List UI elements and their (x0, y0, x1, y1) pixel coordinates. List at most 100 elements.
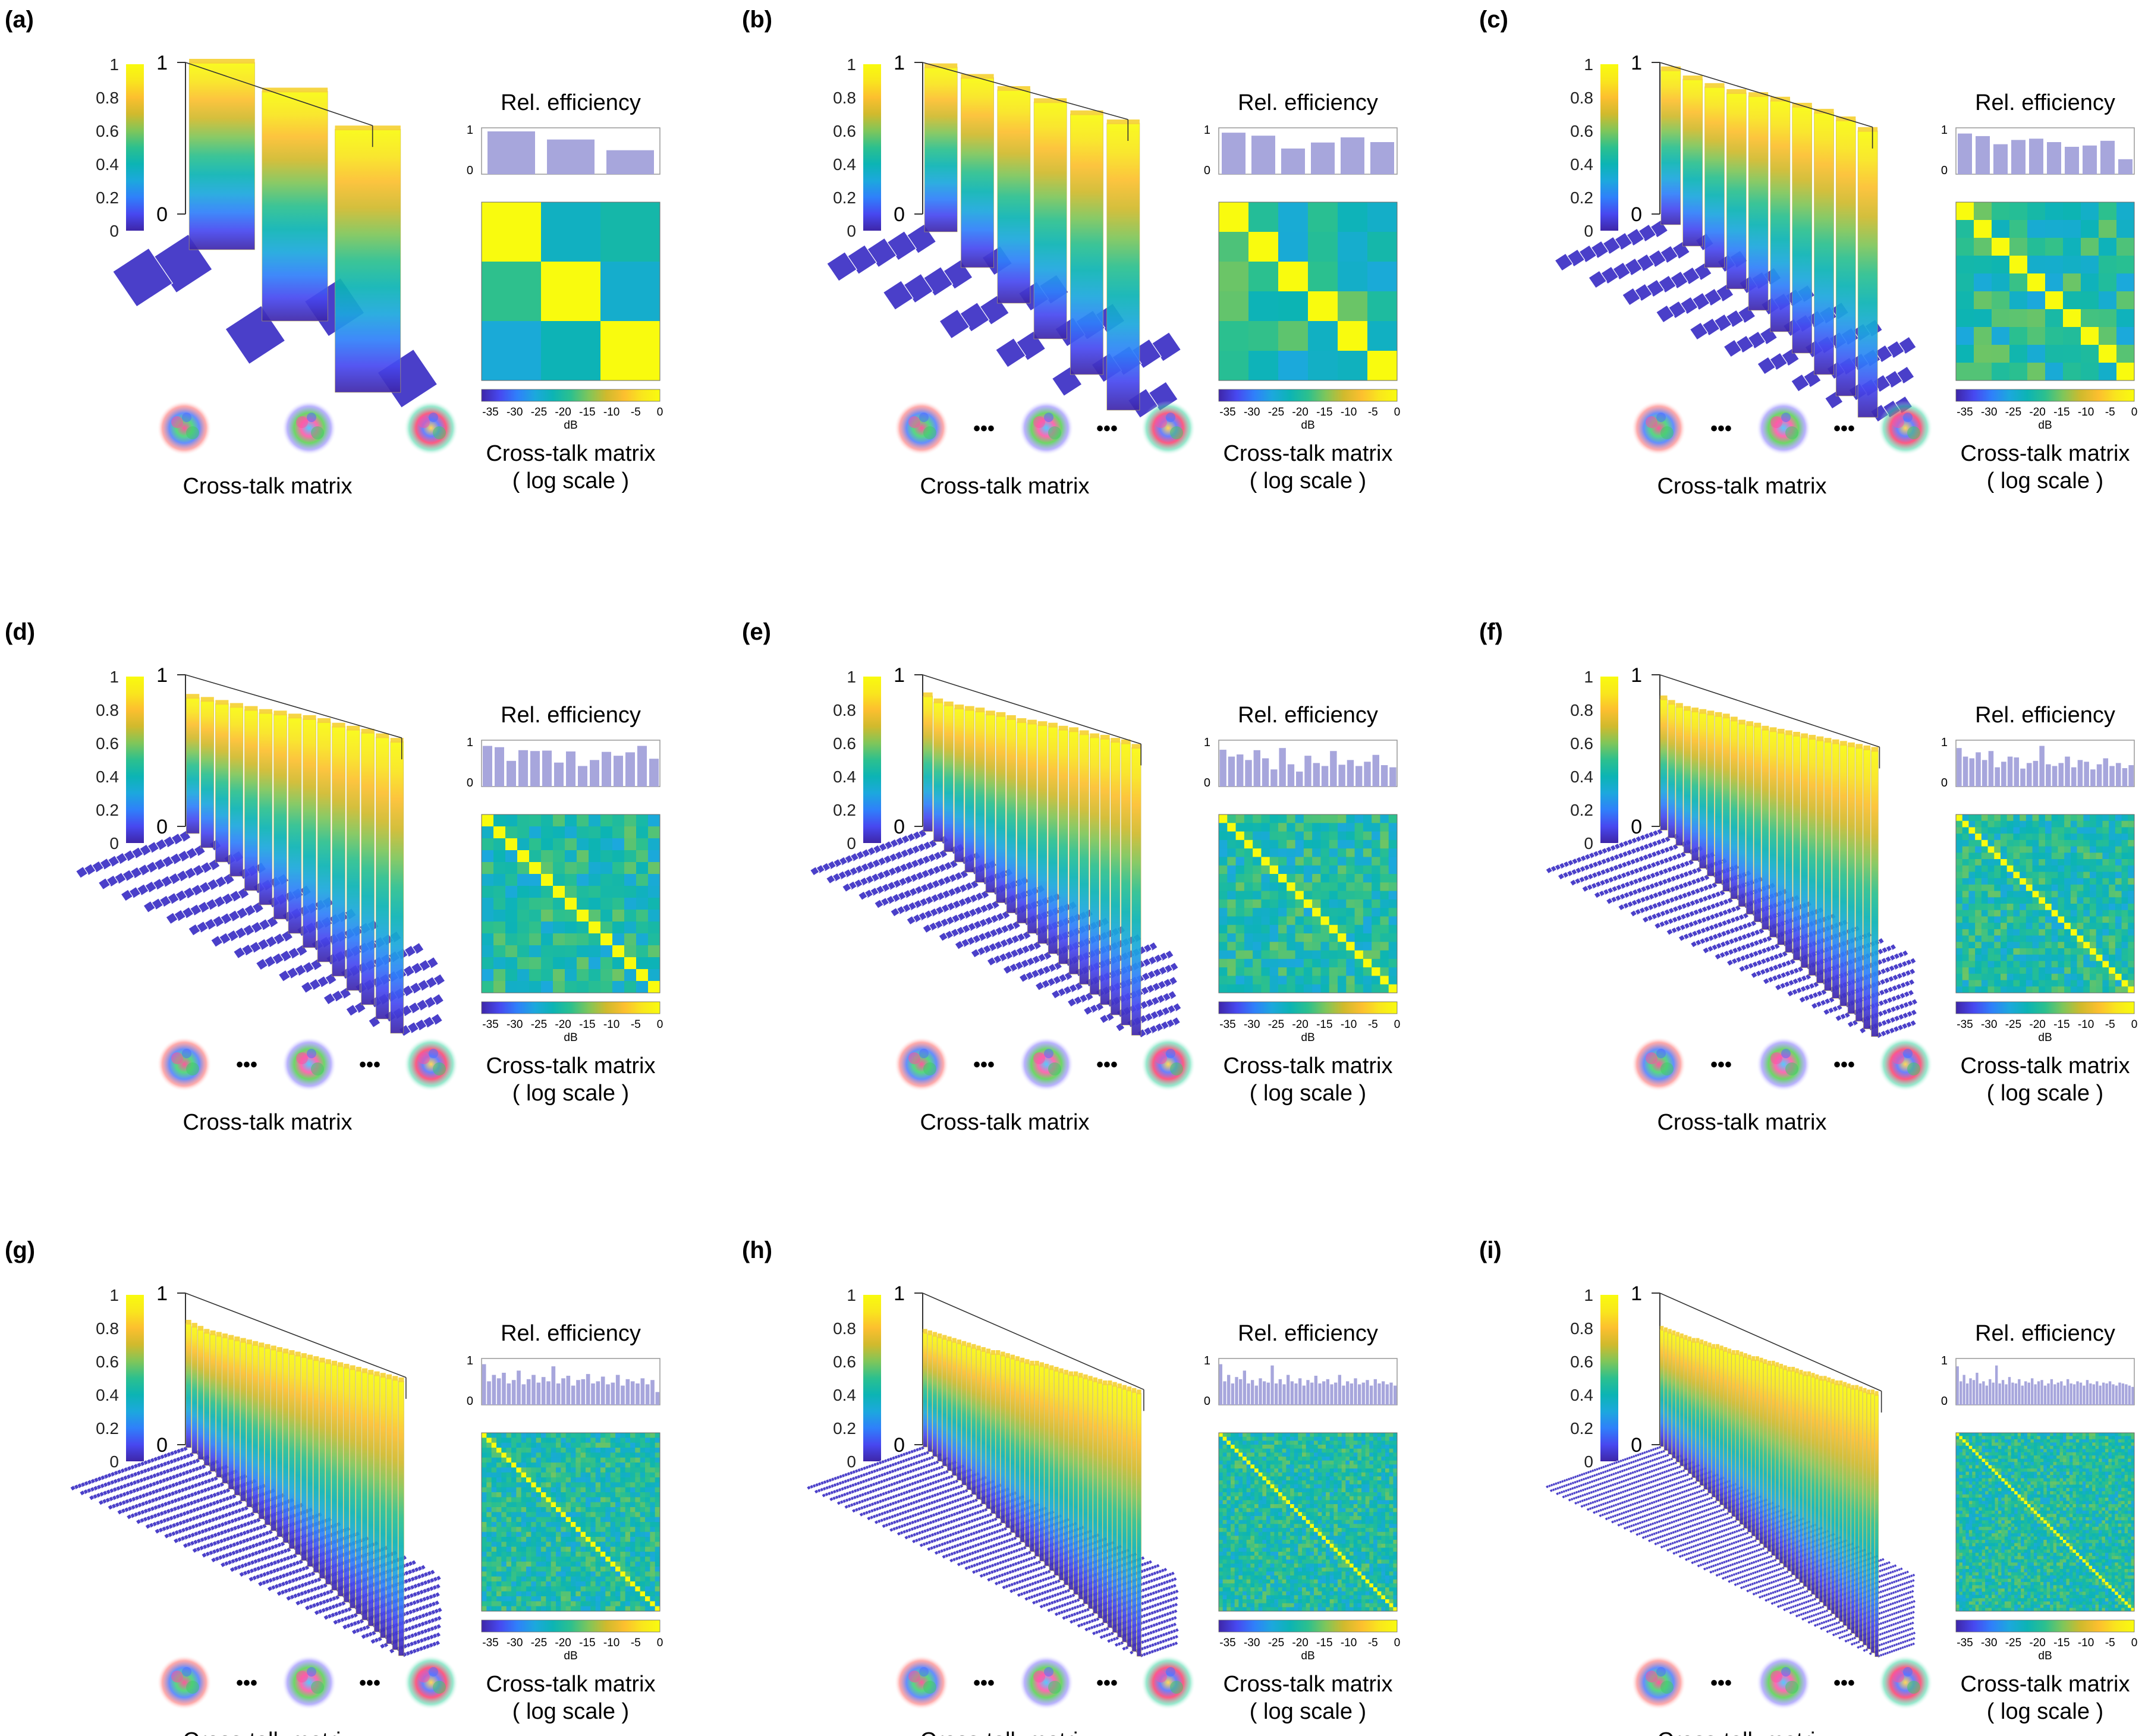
log-matrix-cell (2026, 814, 2033, 821)
log-matrix-cell (2083, 948, 2090, 955)
log-matrix-cell (1956, 834, 1962, 840)
log-matrix-cell (2081, 256, 2099, 274)
log-matrix-cell (2007, 853, 2014, 859)
log-matrix-cell (2058, 821, 2064, 828)
log-matrix-cell (1975, 878, 1982, 885)
log-matrix-cell (556, 1443, 561, 1448)
log-matrix-cell (517, 850, 530, 863)
log-matrix-cell (529, 969, 542, 982)
diagonal-bar (201, 700, 214, 848)
log-matrix-cell (2064, 904, 2071, 910)
diagonal-bar-top (201, 697, 214, 702)
log-matrix-cell (2020, 929, 2026, 936)
log-matrix-cell (566, 1433, 571, 1438)
log-matrix-cell (1227, 900, 1236, 908)
log-matrix-cell (2122, 910, 2128, 917)
diagonal-bar (1754, 727, 1761, 922)
rel-efficiency-bar (517, 1370, 521, 1405)
log-matrix-cell (1389, 857, 1398, 866)
log-matrix-cell (1968, 955, 1975, 961)
log-matrix-cell (1968, 834, 1975, 840)
log-matrix-cell (590, 1433, 596, 1438)
log-matrix-cell (655, 1452, 661, 1458)
log-matrix-cell (2007, 821, 2014, 828)
log-matrix-cell (1219, 900, 1228, 908)
log-matrix-cell (1244, 933, 1253, 942)
log-matrix-cell (2045, 923, 2052, 929)
log-matrix-cell (2033, 916, 2039, 923)
log-matrix-cell (2077, 929, 2084, 936)
log-matrix-cell (612, 850, 625, 863)
log-matrix-cell (625, 1452, 631, 1458)
log-matrix-cell (2020, 967, 2026, 974)
log-matrix-cell (1982, 821, 1988, 828)
log-matrix-cell (1308, 262, 1338, 292)
log-matrix-cell (2045, 202, 2064, 221)
log-matrix-cell (1227, 874, 1236, 883)
log-matrix-cell (600, 945, 613, 958)
rel-efficiency-bar (611, 1383, 615, 1405)
log-matrix-cell (553, 886, 565, 898)
log-matrix-cell (517, 898, 530, 910)
log-matrix-cell (2083, 872, 2090, 878)
log-matrix-cell (1367, 202, 1398, 232)
log-matrix-cell (2071, 967, 2077, 974)
log-matrix-cell (1367, 321, 1398, 351)
rel-efficiency-bar (2008, 757, 2013, 787)
rel-efficiency-bar (581, 1379, 586, 1405)
log-matrix-cell (553, 981, 565, 993)
rel-efficiency-tick-top: 1 (1941, 736, 1948, 749)
log-matrix-cell (1389, 848, 1398, 857)
log-matrix-cell (1956, 986, 1962, 993)
log-matrix-cell (2052, 967, 2058, 974)
log-matrix-cell (2083, 878, 2090, 885)
db-tick-label: 0 (2131, 406, 2138, 419)
log-matrix-cell (1219, 823, 1228, 832)
log-matrix-cell (1253, 900, 1262, 908)
log-matrix-cell (1346, 891, 1355, 900)
db-tick-label: -35 (1219, 1018, 1235, 1031)
log-matrix-cell (1248, 351, 1279, 381)
log-matrix-cell (1261, 976, 1270, 985)
log-matrix-cell (2052, 866, 2058, 872)
log-matrix-cell (1956, 853, 1962, 859)
log-matrix-cell (2007, 814, 2014, 821)
log-matrix-cell (553, 898, 565, 910)
log-matrix-cell (1227, 933, 1236, 942)
log-matrix-cell (2077, 904, 2084, 910)
log-matrix-cell (2081, 327, 2099, 345)
diagonal-bar (361, 732, 375, 1005)
log-matrix-cell (1278, 976, 1287, 985)
diagonal-bar-top (198, 1326, 203, 1331)
log-matrix-cell (630, 1443, 636, 1448)
log-matrix-cell (2083, 980, 2090, 987)
rel-efficiency-bar (1270, 769, 1277, 787)
log-matrix-cell (1363, 933, 1372, 942)
log-matrix-cell (1320, 959, 1329, 968)
log-matrix-cell (486, 1452, 492, 1458)
log-matrix-cell (624, 862, 637, 875)
log-matrix-cell (541, 1438, 546, 1443)
log-matrix-cell (1962, 942, 1969, 948)
log-matrix-cell (1244, 942, 1253, 951)
rel-efficiency-bar (1330, 751, 1336, 787)
log-matrix-cell (1389, 942, 1398, 951)
log-matrix-cell (1975, 814, 1982, 821)
log-matrix-cell (1236, 891, 1245, 900)
diagonal-bar (335, 129, 400, 392)
log-matrix-cell (2045, 821, 2052, 828)
log-matrix-cell (624, 933, 637, 946)
log-matrix-cell (2109, 814, 2115, 821)
db-tick-label: -20 (1292, 1018, 1308, 1031)
log-matrix-cell (2039, 821, 2045, 828)
log-matrix-cell (2071, 986, 2077, 993)
beam-lobe (1646, 416, 1658, 428)
log-matrix-cell (615, 1438, 621, 1443)
log-matrix-cell (482, 910, 494, 922)
colorbar-tick-label: 0.2 (96, 1419, 119, 1438)
log-matrix-cell (2099, 363, 2117, 381)
log-matrix-cell (1380, 942, 1389, 951)
log-matrix-cell (2096, 859, 2103, 866)
log-matrix-cell (2033, 955, 2039, 961)
beam-lobe (186, 1062, 199, 1075)
